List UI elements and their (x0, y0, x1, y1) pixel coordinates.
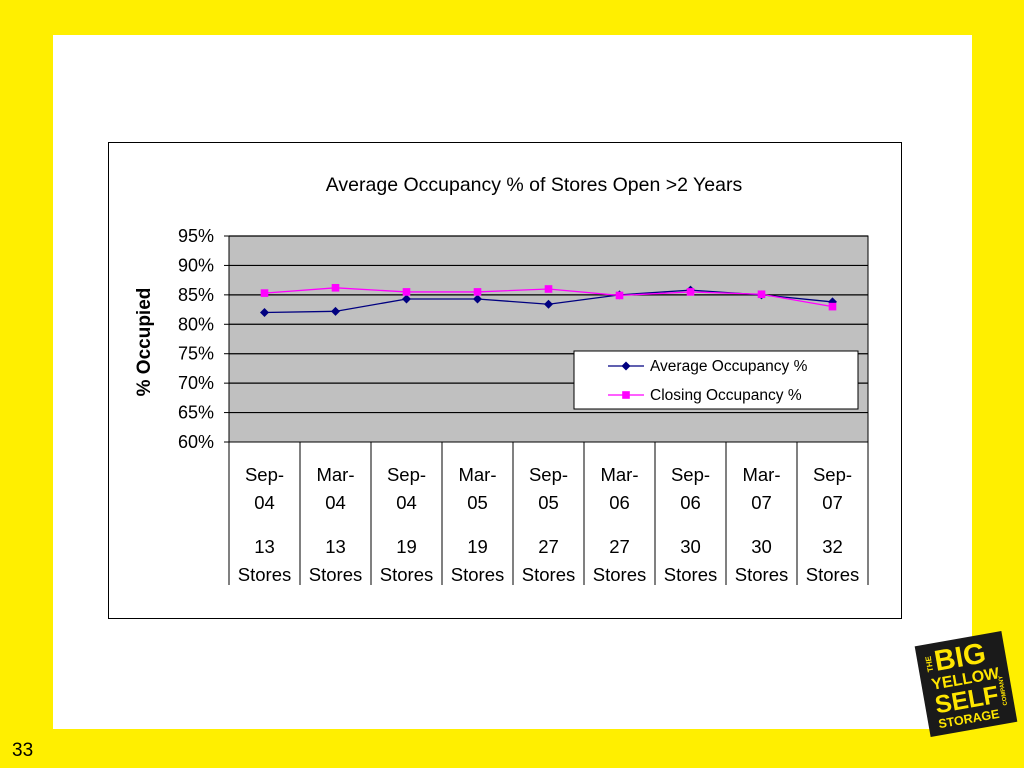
x-tick-label: 19 (396, 536, 417, 557)
x-tick-label: Mar- (316, 464, 354, 485)
x-tick-label: 07 (751, 492, 772, 513)
data-point-diamond (331, 306, 340, 316)
data-point-diamond (260, 308, 269, 318)
x-tick-label: Sep- (245, 464, 284, 485)
data-point-diamond (544, 299, 553, 309)
plot-background (228, 235, 869, 443)
legend-label: Average Occupancy % (650, 358, 808, 375)
x-tick-label: 06 (609, 492, 630, 513)
x-tick-label: 04 (396, 492, 417, 513)
x-tick-label: Mar- (742, 464, 780, 485)
occupancy-line-chart: Average Occupancy % of Stores Open >2 Ye… (134, 174, 869, 585)
data-point-square (544, 285, 553, 293)
big-yellow-self-storage-logo: THE BIG YELLOW SELF COMPANY STORAGE (914, 631, 1018, 737)
x-tick-label: 30 (680, 536, 701, 557)
x-tick-label: 13 (254, 536, 275, 557)
x-tick-label: Stores (522, 564, 575, 585)
x-tick-label: Stores (806, 564, 859, 585)
x-tick-label: 13 (325, 536, 346, 557)
data-point-diamond (402, 294, 411, 304)
page-number: 33 (12, 740, 34, 761)
x-tick-label: Stores (380, 564, 433, 585)
data-point-square (686, 288, 695, 296)
x-tick-label: Sep- (813, 464, 852, 485)
y-tick-label: 80% (178, 314, 214, 334)
data-point-square (757, 290, 766, 299)
legend-label: Closing Occupancy % (650, 387, 802, 404)
chart-frame: Average Occupancy % of Stores Open >2 Ye… (108, 142, 902, 619)
data-point-square (615, 291, 624, 300)
x-tick-label: 05 (538, 492, 559, 513)
x-tick-label: 27 (538, 536, 559, 557)
legend-box (573, 350, 859, 410)
logo-company-text: COMPANY (998, 675, 1009, 706)
data-point-square (331, 283, 340, 292)
x-tick-label: Stores (664, 564, 717, 585)
x-tick-label: 05 (467, 492, 488, 513)
x-tick-label: 04 (254, 492, 275, 513)
x-tick-label: Stores (309, 564, 362, 585)
x-tick-label: 19 (467, 536, 488, 557)
logo-background (914, 631, 1018, 737)
y-tick-label: 60% (178, 432, 214, 452)
y-tick-label: 70% (178, 373, 214, 393)
data-point-square (402, 288, 411, 296)
logo-the-text: THE (924, 655, 936, 673)
legend-marker-square (622, 391, 630, 399)
legend-marker-diamond (621, 361, 631, 371)
x-tick-label: Sep- (529, 464, 568, 485)
x-tick-label: Stores (238, 564, 291, 585)
x-tick-label: 32 (822, 536, 843, 557)
y-tick-label: 85% (178, 285, 214, 305)
x-tick-label: 07 (822, 492, 843, 513)
x-tick-label: Sep- (387, 464, 426, 485)
y-tick-label: 95% (178, 226, 214, 246)
data-point-square (260, 289, 269, 297)
x-tick-label: 27 (609, 536, 630, 557)
x-tick-label: Stores (451, 564, 504, 585)
series-layer (260, 283, 837, 318)
x-tick-label: 04 (325, 492, 346, 513)
chart-title: Average Occupancy % of Stores Open >2 Ye… (326, 174, 743, 196)
y-axis-ticks: 60% 65% 70% 75% 80% 85% 90% 95% (178, 226, 229, 452)
x-tick-label: Sep- (671, 464, 710, 485)
x-tick-label: Stores (735, 564, 788, 585)
x-tick-label: Stores (593, 564, 646, 585)
x-tick-label: 30 (751, 536, 772, 557)
x-tick-label: 06 (680, 492, 701, 513)
x-tick-label: Mar- (458, 464, 496, 485)
data-point-square (828, 302, 837, 311)
data-point-square (473, 288, 482, 296)
x-axis-categories: Sep- 04 13 Stores Mar- 04 13 Stores Sep- 04 19 Stor… (228, 442, 869, 585)
x-tick-label: Mar- (600, 464, 638, 485)
y-tick-label: 75% (178, 344, 214, 364)
y-axis-label: % Occupied (134, 288, 155, 397)
y-tick-label: 90% (178, 255, 214, 275)
plot-area (228, 235, 869, 443)
data-point-diamond (473, 294, 482, 304)
legend: Average Occupancy % Closing Occupancy % (573, 350, 859, 410)
y-tick-label: 65% (178, 403, 214, 423)
